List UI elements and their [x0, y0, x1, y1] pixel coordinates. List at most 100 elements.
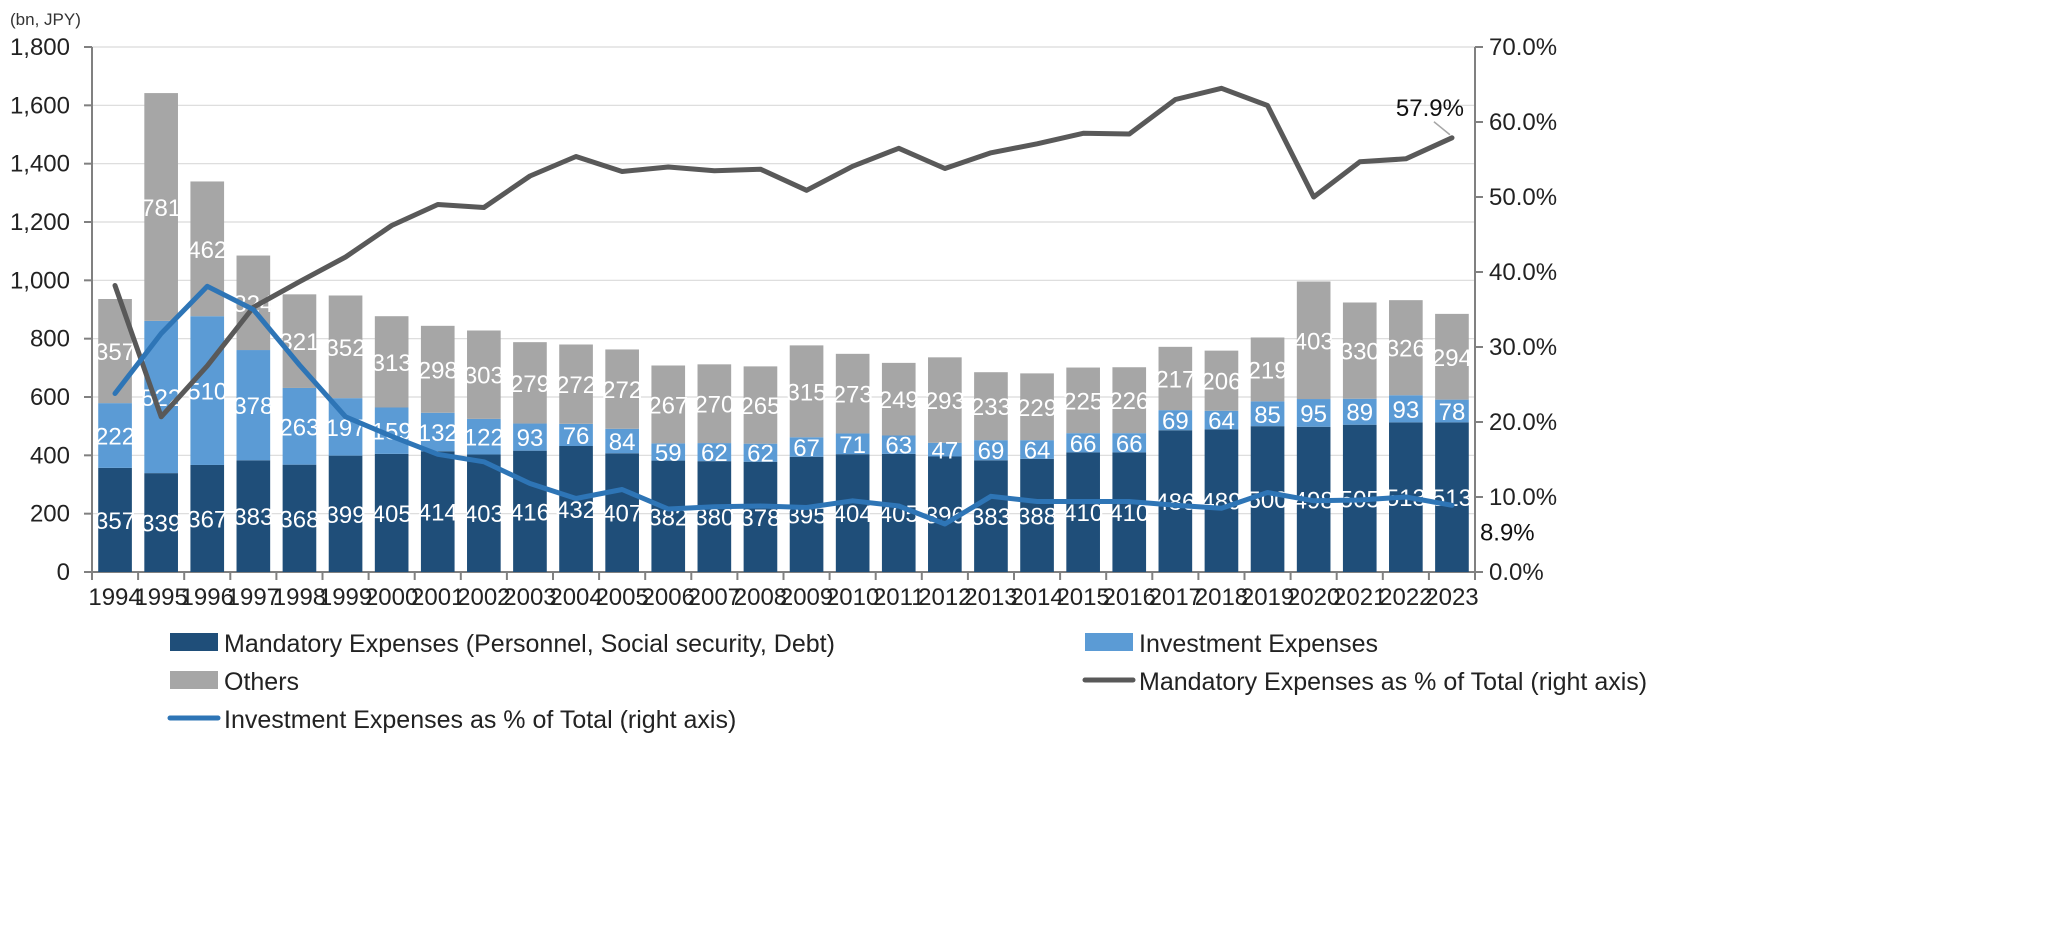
series-line	[112, 85, 1455, 420]
bar-segment	[1250, 401, 1285, 427]
y-left-unit-label: (bn, JPY)	[10, 10, 81, 29]
legend-swatch	[1085, 633, 1133, 651]
bar-segment	[559, 446, 593, 572]
bar-data-label: 414	[418, 500, 458, 527]
bar-segment	[1389, 300, 1423, 396]
y-left-tick-label: 1,600	[10, 92, 70, 119]
bar-segment	[928, 357, 962, 443]
bar-data-label: 78	[1439, 399, 1466, 426]
bar-segment	[835, 353, 870, 434]
bar-data-label: 229	[1017, 395, 1057, 422]
bar-segment	[420, 412, 455, 452]
bar-data-label: 403	[464, 501, 504, 528]
investment-pct-end-label: 8.9%	[1480, 519, 1535, 546]
bar-segment	[144, 473, 178, 572]
bar-data-label: 383	[233, 504, 273, 531]
bar-data-label: 89	[1346, 400, 1373, 427]
end-label-leader	[1433, 121, 1451, 136]
bar-data-labels: 357 339 367 383 368 399 405 414 403 416 432 407 382 3…	[95, 195, 1472, 538]
bar-segment	[1066, 367, 1100, 434]
bar-data-label: 410	[1063, 500, 1103, 527]
x-tick-label: 2022	[1379, 584, 1432, 611]
bars	[98, 93, 1469, 572]
bar-data-label: 407	[602, 501, 642, 528]
bar-segment	[743, 461, 778, 572]
bar-data-label: 404	[833, 501, 873, 528]
x-tick-label: 1999	[319, 584, 372, 611]
bar-segment	[282, 387, 317, 465]
bar-data-label: 47	[931, 438, 958, 465]
bar-segment	[559, 344, 593, 424]
bar-segment	[697, 461, 732, 572]
bar-data-label: 273	[833, 382, 873, 409]
bar-segment	[974, 460, 1008, 572]
legend-label: Others	[224, 668, 299, 696]
bar-data-label: 226	[1109, 388, 1149, 415]
x-tick-label: 2018	[1195, 584, 1248, 611]
bar-data-label: 66	[1070, 431, 1097, 458]
bar-data-label: 405	[372, 501, 412, 528]
bar-segment	[467, 330, 501, 419]
bar-data-label: 298	[418, 357, 458, 384]
bar-data-label: 279	[510, 371, 550, 398]
x-tick-label: 2016	[1103, 584, 1156, 611]
x-tick-label: 2011	[873, 584, 925, 611]
bar-data-label: 93	[1392, 397, 1419, 424]
bar-segment	[1250, 426, 1285, 572]
bar-segment	[144, 93, 178, 321]
bar-segment	[835, 454, 870, 572]
bar-segment	[236, 350, 271, 461]
y-left-tick-label: 1,000	[10, 267, 70, 294]
bar-segment	[1342, 302, 1377, 399]
x-tick-label: 2012	[918, 584, 971, 611]
bar-data-label: 95	[1300, 401, 1327, 428]
percentage-lines: 57.9% 8.9%	[112, 85, 1535, 546]
bar-segment	[1204, 429, 1239, 572]
bar-data-label: 416	[510, 499, 550, 526]
bar-data-label: 84	[609, 429, 636, 456]
bar-segment	[420, 325, 455, 413]
bar-segment	[328, 455, 363, 572]
bar-segment	[789, 437, 824, 457]
bar-segment	[651, 443, 686, 461]
bar-data-label: 71	[839, 432, 866, 459]
y-left-tick-label: 1,200	[10, 209, 70, 236]
y-tick-labels: 0 200 400 600 800 1,000 1,200 1,400 1,600 1,800 0.…	[10, 34, 1557, 586]
bar-segment	[513, 450, 547, 572]
bar-data-label: 388	[1017, 503, 1057, 530]
bar-data-label: 217	[1155, 366, 1195, 393]
bar-data-label: 378	[233, 393, 273, 420]
bar-segment	[881, 362, 916, 436]
x-tick-label: 2013	[964, 584, 1017, 611]
bar-data-label: 462	[187, 237, 227, 264]
bar-segment	[1066, 452, 1100, 572]
bar-segment	[374, 316, 409, 408]
bar-data-label: 206	[1201, 369, 1241, 396]
bar-data-label: 93	[517, 425, 544, 452]
bar-segment	[743, 366, 778, 444]
bar-data-label: 339	[141, 511, 181, 538]
bar-segment	[467, 454, 501, 572]
bar-data-label: 76	[563, 423, 590, 450]
bar-data-label: 66	[1116, 431, 1143, 458]
bar-segment	[513, 423, 547, 451]
bar-segment	[1020, 458, 1054, 572]
bar-data-label: 357	[95, 339, 135, 366]
bar-data-label: 272	[602, 377, 642, 404]
legend-label: Investment Expenses as % of Total (right…	[224, 706, 736, 734]
bar-data-label: 432	[556, 497, 596, 524]
bar-data-label: 67	[793, 435, 820, 462]
bar-data-label: 326	[1386, 336, 1426, 363]
x-tick-label: 2014	[1010, 584, 1063, 611]
y-left-tick-label: 600	[30, 384, 70, 411]
bar-data-label: 313	[372, 350, 412, 377]
bar-data-label: 321	[279, 329, 319, 356]
bar-data-label: 64	[1024, 438, 1051, 465]
x-tick-label: 2007	[688, 584, 741, 611]
bar-segment	[974, 372, 1008, 441]
legend: Mandatory Expenses (Personnel, Social se…	[167, 630, 1647, 734]
x-tick-label: 2008	[734, 584, 787, 611]
bar-segment	[190, 464, 225, 572]
legend-label: Investment Expenses	[1139, 630, 1378, 658]
y-left-tick-label: 0	[57, 559, 70, 586]
